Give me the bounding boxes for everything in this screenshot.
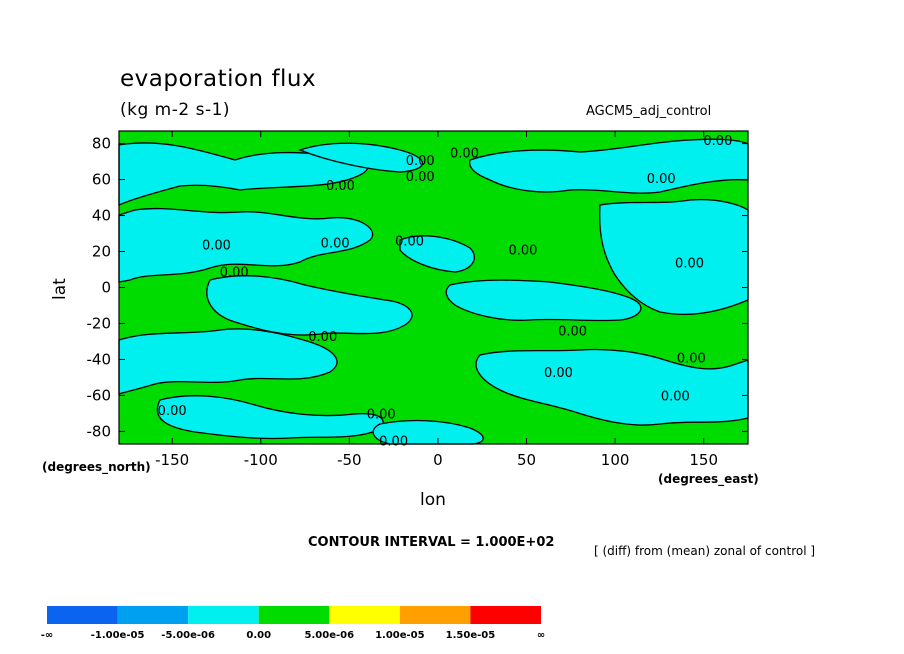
contour-label: 0.00 <box>677 352 706 367</box>
x-tick-label: 0 <box>433 451 443 469</box>
y-tick-label: 60 <box>92 171 111 189</box>
contour-label: 0.00 <box>661 389 690 404</box>
contour-label: 0.00 <box>406 170 435 185</box>
colorbar: -∞ -1.00e-05 -5.00e-06 0.00 5.00e-06 1.00e-05… <box>41 606 545 641</box>
y-tick-label: 20 <box>92 243 111 261</box>
contour-label: 0.00 <box>379 434 408 449</box>
contour-label: 0.00 <box>509 244 538 259</box>
contour-interval-label: CONTOUR INTERVAL = 1.000E+02 <box>308 535 555 550</box>
colorbar-swatch <box>399 606 471 624</box>
contour-label: 0.00 <box>321 237 350 252</box>
x-tick-label: -50 <box>337 451 362 469</box>
contour-label: 0.00 <box>395 235 424 250</box>
contour-label: 0.00 <box>647 172 676 187</box>
colorbar-label: -1.00e-05 <box>91 630 145 641</box>
x-axis-label: lon <box>420 490 446 510</box>
contour-label: 0.00 <box>202 238 231 253</box>
degrees-north-label: (degrees_north) <box>42 460 151 474</box>
colorbar-swatch <box>329 606 400 624</box>
colorbar-swatch <box>470 606 541 624</box>
colorbar-label: 0.00 <box>246 630 271 641</box>
colorbar-swatch <box>47 606 118 624</box>
colorbar-label: 1.50e-05 <box>446 630 496 641</box>
colorbar-label: ∞ <box>537 630 545 641</box>
contour-label: 0.00 <box>450 147 479 162</box>
y-tick-label: -40 <box>87 350 112 368</box>
colorbar-swatch <box>258 606 330 624</box>
negative-region <box>399 235 475 273</box>
negative-region <box>599 199 749 315</box>
colorbar-swatch <box>188 606 259 624</box>
contour-label: 0.00 <box>367 407 396 422</box>
contour-label: 0.00 <box>326 179 355 194</box>
negative-region <box>118 207 374 283</box>
negative-region <box>298 142 423 173</box>
colorbar-swatch <box>117 606 189 624</box>
negative-region <box>118 142 369 207</box>
contour-label: 0.00 <box>406 154 435 169</box>
y-tick-label: 0 <box>101 279 111 297</box>
y-tick-label: -20 <box>87 314 112 332</box>
y-tick-label: 80 <box>92 135 111 153</box>
y-tick-label: -80 <box>87 422 112 440</box>
degrees-east-label: (degrees_east) <box>658 472 759 486</box>
contour-labels: 0.000.00 0.000.000.000.000.00 0.00 0.000.00… <box>158 134 733 449</box>
x-tick-label: -150 <box>155 451 189 469</box>
negative-region <box>118 328 338 395</box>
negative-region <box>445 279 642 322</box>
axis-ticks: -150 -100 -50 0 50 100 150 80 60 40 20 0 -20 -40 -60 -8… <box>87 131 748 469</box>
x-tick-label: 100 <box>601 451 630 469</box>
negative-region <box>469 138 749 194</box>
negative-regions <box>118 138 749 445</box>
x-tick-label: 50 <box>517 451 536 469</box>
contour-label: 0.00 <box>558 325 587 340</box>
y-tick-label: 40 <box>92 207 111 225</box>
colorbar-label: -5.00e-06 <box>161 630 215 641</box>
negative-region <box>475 348 749 426</box>
contour-label: 0.00 <box>544 366 573 381</box>
x-tick-label: 150 <box>689 451 718 469</box>
x-tick-label: -100 <box>244 451 278 469</box>
contour-label: 0.00 <box>220 265 249 280</box>
colorbar-label: 5.00e-06 <box>305 630 355 641</box>
contour-label: 0.00 <box>158 404 187 419</box>
colorbar-label: -∞ <box>41 630 53 641</box>
chart-title: evaporation flux <box>120 66 317 92</box>
colorbar-label: 1.00e-05 <box>375 630 425 641</box>
contour-label: 0.00 <box>703 134 732 149</box>
y-tick-label: -60 <box>87 386 112 404</box>
experiment-label: AGCM5_adj_control <box>586 104 712 119</box>
contour-field <box>118 130 749 445</box>
negative-region <box>206 275 413 336</box>
chart-units: (kg m-2 s-1) <box>120 100 231 120</box>
diff-note: [ (diff) from (mean) zonal of control ] <box>594 544 816 558</box>
contour-label: 0.00 <box>308 330 337 345</box>
contour-label: 0.00 <box>675 256 704 271</box>
negative-region <box>372 419 484 445</box>
